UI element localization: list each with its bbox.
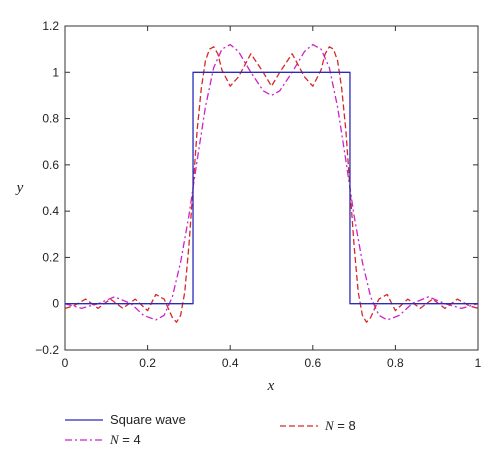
series-line-2 <box>64 43 479 321</box>
series-line-0 <box>65 71 478 305</box>
y-tick-label: 0.2 <box>42 250 59 264</box>
x-tick-label: 0.4 <box>222 356 239 370</box>
x-tick-label: 0 <box>62 356 69 370</box>
x-axis: 0 0.2 0.4 0.6 0.8 1 <box>62 26 482 370</box>
y-tick-label: 0.8 <box>42 112 59 126</box>
y-tick-label: 0 <box>52 297 59 311</box>
x-tick-label: 0.2 <box>139 356 156 370</box>
legend-label-0: Square wave <box>110 412 186 427</box>
x-tick-label: 0.6 <box>304 356 321 370</box>
x-tick-label: 1 <box>475 356 482 370</box>
y-tick-label: 0.6 <box>42 158 59 172</box>
plot-area <box>64 25 479 351</box>
legend-label-1: N = 8 <box>324 418 356 433</box>
y-tick-label: −0.2 <box>35 343 59 357</box>
y-tick-label: 1 <box>52 65 59 79</box>
y-axis: −0.2 0 0.2 0.4 0.6 0.8 1 1.2 <box>35 19 478 357</box>
x-axis-label: x <box>267 378 275 394</box>
y-tick-label: 0.4 <box>42 204 59 218</box>
series-layer <box>64 43 479 323</box>
x-tick-label: 0.8 <box>387 356 404 370</box>
legend: Square wave N = 8 N = 4 <box>65 412 356 447</box>
legend-label-2: N = 4 <box>109 432 141 447</box>
y-axis-label: y <box>15 180 24 196</box>
series-line-1 <box>64 46 479 323</box>
y-tick-label: 1.2 <box>42 19 59 33</box>
